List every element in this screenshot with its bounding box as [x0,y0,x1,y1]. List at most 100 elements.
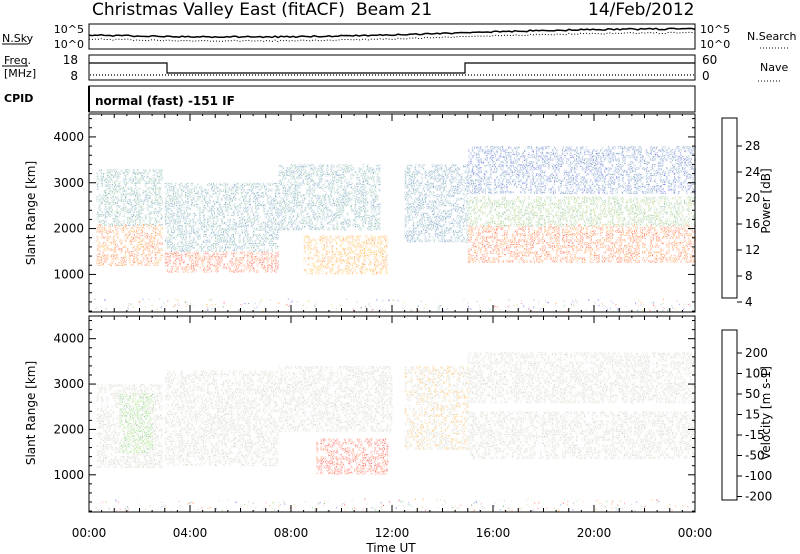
heatmap-cell [146,260,149,263]
heatmap-cell [268,257,271,261]
heatmap-cell [246,206,249,210]
heatmap-cell [589,199,592,203]
heatmap-cell [591,220,594,224]
heatmap-cell [448,221,451,225]
heatmap-cell [565,220,568,224]
heatmap-cell [613,230,616,233]
heatmap-cell [240,260,243,264]
heatmap-cell [276,221,279,225]
heatmap-cell [362,185,365,189]
heatmap-cell [483,230,486,233]
heatmap-cell [593,208,596,212]
heatmap-cell [296,224,299,228]
heatmap-cell [521,227,524,230]
heatmap-cell [641,220,644,224]
heatmap-cell [216,200,219,204]
heatmap-cell [246,212,249,216]
heatmap-cell [603,214,606,218]
heatmap-cell [198,215,201,219]
heatmap-cell [288,218,291,222]
heatmap-cell [557,214,560,218]
heatmap-cell [304,194,307,198]
heatmap-cell [196,251,199,255]
heatmap-cell [188,242,191,246]
heatmap-cell [565,245,568,248]
heatmap-cell [559,199,562,203]
heatmap-cell [148,220,151,223]
heatmap-cell [168,203,171,207]
heatmap-cell [326,173,329,177]
heatmap-cell [667,230,670,233]
heatmap-cell [252,245,255,249]
heatmap-cell [198,197,201,201]
heatmap-cell [438,167,441,171]
heatmap-cell [665,245,668,248]
heatmap-cell [256,200,259,204]
heatmap-cell [100,199,103,202]
heatmap-cell [460,209,463,213]
heatmap-cell [495,257,498,260]
heatmap-cell [422,164,425,168]
heatmap-cell [354,209,357,213]
heatmap-cell [122,202,125,205]
heatmap-cell [549,202,552,206]
heatmap-cell [306,173,309,177]
heatmap-cell [623,254,626,257]
heatmap-cell [432,182,435,186]
heatmap-cell [370,188,373,192]
heatmap-cell [571,223,574,227]
heatmap-cell [136,257,139,260]
heatmap-cell [555,248,558,251]
heatmap-cell [368,167,371,171]
heatmap-cell [210,203,213,207]
heatmap-cell [659,227,662,230]
heatmap-cell [268,242,271,246]
heatmap-cell [112,199,115,202]
heatmap-cell [216,236,219,240]
heatmap-cell [585,196,588,200]
heatmap-cell [214,260,217,264]
heatmap-cell [440,218,443,222]
heatmap-cell [625,233,628,236]
heatmap-cell [100,263,103,266]
heatmap-cell [164,209,167,213]
heatmap-cell [218,191,221,195]
heatmap-cell [280,173,283,177]
heatmap-cell [475,239,478,242]
heatmap-cell [138,202,141,205]
heatmap-cell [577,196,580,200]
heatmap-cell [324,206,327,210]
heatmap-cell [212,230,215,234]
heatmap-cell [466,233,469,237]
heatmap-cell [645,230,648,233]
heatmap-cell [637,220,640,224]
heatmap-cell [469,260,472,263]
heatmap-cell [601,260,604,263]
noise-tick-high: 10^5 [54,23,84,36]
heatmap-cell [462,164,465,168]
heatmap-cell [202,269,205,273]
heatmap-cell [128,242,131,245]
heatmap-cell [136,230,139,233]
heatmap-cell [605,236,608,239]
heatmap-cell [108,205,111,208]
heatmap-cell [136,254,139,257]
heatmap-cell [98,245,101,248]
heatmap-cell [250,182,253,186]
heatmap-cell [108,193,111,196]
heatmap-cell [228,203,231,207]
heatmap-cell [168,194,171,198]
heatmap-cell [378,167,381,171]
heatmap-cell [114,181,117,184]
heatmap-cell [464,188,467,192]
heatmap-cell [653,251,656,254]
heatmap-cell [406,200,409,204]
heatmap-cell [262,182,265,186]
heatmap-cell [525,217,528,221]
heatmap-cell [114,187,117,190]
heatmap-cell [343,268,346,272]
heatmap-cell [547,202,550,206]
heatmap-cell [549,196,552,200]
heatmap-cell [172,251,175,255]
heatmap-cell [442,185,445,189]
